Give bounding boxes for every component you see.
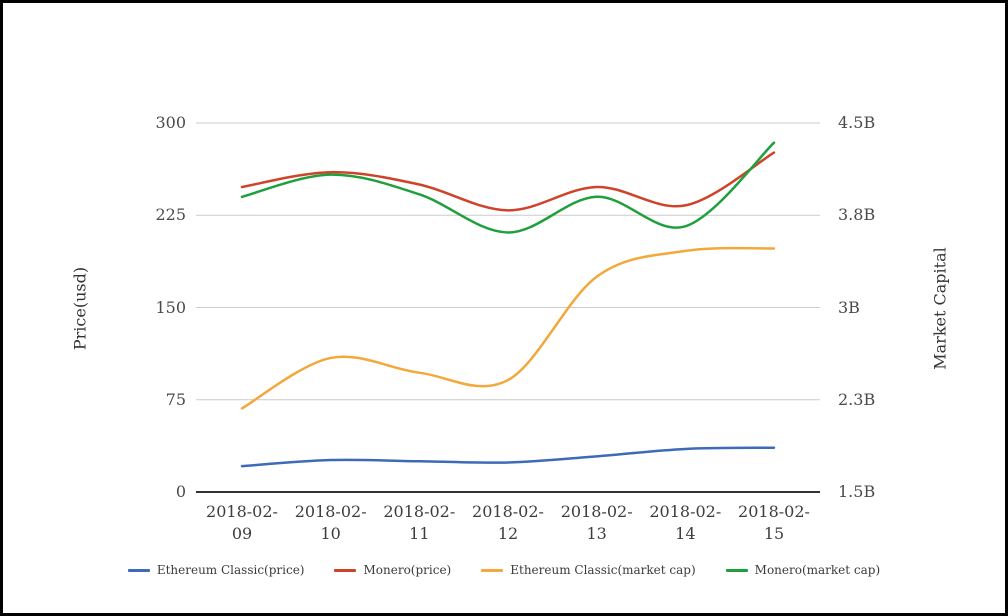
left-tick-300: 300 xyxy=(155,113,186,132)
chart-legend: Ethereum Classic(price) Monero(price) Ethe… xyxy=(0,563,1008,577)
x-tick-2018-02-11: 2018-02- 11 xyxy=(383,502,456,543)
series-line-ethereum-classic-price-[interactable] xyxy=(240,446,776,468)
legend-item-ethereum-classic-market-cap-[interactable]: Ethereum Classic(market cap) xyxy=(481,563,696,577)
x-tick-2018-02-09: 2018-02- 09 xyxy=(206,502,278,543)
series-line-monero-price-[interactable] xyxy=(240,151,776,212)
series-line-monero-market-cap-[interactable] xyxy=(240,141,776,234)
legend-swatch-icon xyxy=(481,568,504,572)
legend-label: Ethereum Classic(market cap) xyxy=(510,563,696,577)
right-axis-title: Market Capital xyxy=(930,247,950,370)
legend-item-ethereum-classic-price-[interactable]: Ethereum Classic(price) xyxy=(127,563,305,577)
right-tick-3.8B: 3.8B xyxy=(838,205,876,225)
x-tick-2018-02-15: 2018-02- 15 xyxy=(738,502,810,543)
left-tick-225: 225 xyxy=(155,205,186,225)
right-tick-2.3B: 2.3B xyxy=(838,389,876,409)
series-line-ethereum-classic-market-cap-[interactable] xyxy=(240,246,776,410)
left-tick-150: 150 xyxy=(155,297,186,317)
legend-swatch-icon xyxy=(127,568,150,572)
x-tick-2018-02-13: 2018-02- 13 xyxy=(560,502,633,543)
x-tick-2018-02-14: 2018-02- 14 xyxy=(649,502,722,543)
right-tick-3B: 3B xyxy=(838,297,860,317)
legend-label: Ethereum Classic(price) xyxy=(156,563,305,577)
left-tick-75: 75 xyxy=(165,389,186,409)
legend-item-monero-market-cap-[interactable]: Monero(market cap) xyxy=(725,563,881,577)
right-tick-1.5B: 1.5B xyxy=(838,482,876,501)
x-tick-2018-02-12: 2018-02- 12 xyxy=(472,502,544,543)
legend-item-monero-price-[interactable]: Monero(price) xyxy=(334,563,451,577)
legend-label: Monero(price) xyxy=(363,563,452,577)
left-axis-title: Price(usd) xyxy=(70,266,90,351)
legend-swatch-icon xyxy=(334,568,357,572)
legend-swatch-icon xyxy=(725,568,748,572)
left-tick-0: 0 xyxy=(175,482,186,501)
legend-label: Monero(market cap) xyxy=(754,563,881,577)
x-tick-2018-02-10: 2018-02- 10 xyxy=(294,502,367,543)
right-tick-4.5B: 4.5B xyxy=(838,113,876,132)
